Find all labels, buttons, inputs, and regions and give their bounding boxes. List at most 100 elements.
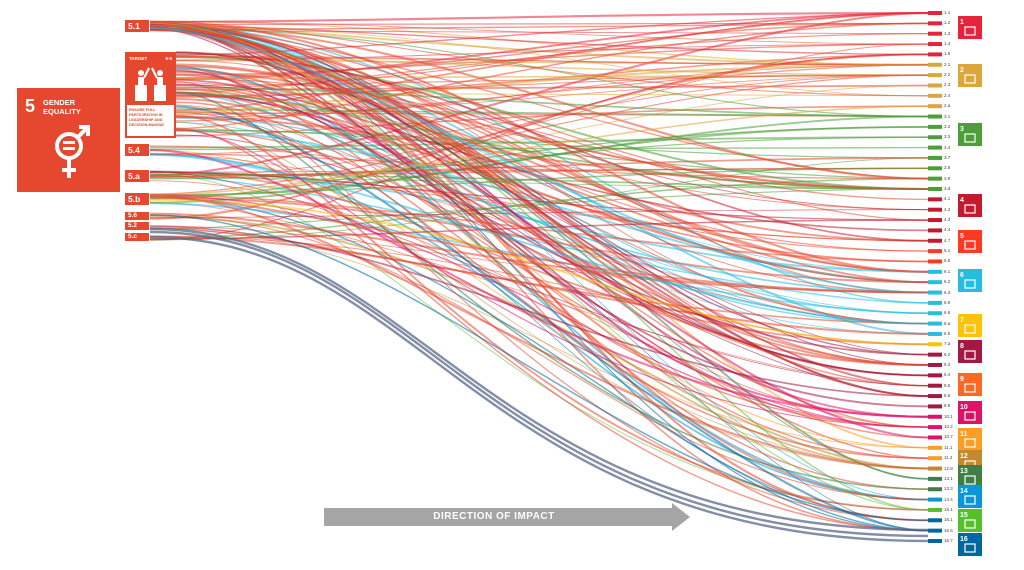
- target-5-5-card: TARGET 5-5 ENSURE FULL PARTICIPATION IN …: [125, 52, 176, 138]
- flow-line: [149, 225, 929, 397]
- destination-target-label: 6.1: [944, 268, 951, 274]
- flow-line: [175, 74, 929, 80]
- flow-line: [175, 92, 929, 532]
- flow-line: [175, 115, 929, 460]
- destination-target-label: 5.5: [944, 258, 951, 264]
- target-description: ENSURE FULL PARTICIPATION IN LEADERSHIP …: [129, 108, 165, 127]
- flow-line: [149, 219, 929, 240]
- flow-line: [149, 173, 929, 190]
- peace-justice-icon: 16: [958, 533, 982, 556]
- destination-target-label: 16.6: [944, 527, 953, 533]
- flow-line: [149, 194, 929, 470]
- destination-target-label: 14.4: [944, 496, 953, 502]
- flow-line: [175, 129, 929, 459]
- flow-line: [149, 22, 929, 26]
- destination-target-label: 6.2: [944, 279, 951, 285]
- flow-line: [175, 101, 929, 428]
- flow-line: [149, 194, 929, 428]
- destination-target-label: 13.3: [944, 486, 953, 492]
- destination-target-label: 6.6: [944, 310, 951, 316]
- svg-text:14: 14: [960, 488, 968, 495]
- flow-line: [149, 24, 929, 511]
- flow-line: [149, 22, 929, 31]
- flow-line: [175, 129, 929, 428]
- destination-bar: [928, 363, 942, 367]
- destination-bar: [928, 11, 942, 15]
- destination-bar: [928, 104, 942, 109]
- flow-line: [175, 121, 929, 469]
- goal-5-tile: 5 GENDER EQUALITY: [17, 88, 120, 192]
- destination-target-label: 4.1: [944, 196, 951, 202]
- destination-target-label: 6.b: [944, 330, 951, 336]
- flow-line: [149, 227, 929, 532]
- destination-bar: [928, 197, 942, 202]
- destination-bar: [928, 73, 942, 78]
- flow-line: [149, 235, 929, 543]
- decent-work-icon: 8: [958, 340, 982, 363]
- svg-text:12: 12: [960, 453, 968, 460]
- destination-bar: [928, 93, 942, 98]
- flow-lines: [149, 11, 929, 543]
- destination-bar: [928, 373, 942, 378]
- flow-line: [175, 12, 929, 89]
- source-target-label: 5.b: [125, 193, 149, 205]
- destination-target-label: 2.a: [944, 103, 951, 109]
- flow-line: [175, 129, 929, 159]
- climate-action-icon: 13: [958, 465, 982, 488]
- flow-line: [149, 198, 929, 346]
- goal-number: 5: [25, 96, 36, 116]
- svg-text:6: 6: [960, 272, 964, 279]
- flow-line: [149, 153, 929, 180]
- target-id: 5-5: [165, 56, 172, 61]
- good-health-icon: 3: [958, 123, 982, 146]
- destination-target-label: 3.d: [944, 186, 951, 191]
- destination-bar: [928, 31, 942, 36]
- flow-line: [149, 105, 929, 197]
- svg-text:9: 9: [960, 376, 964, 383]
- source-target-label: 5.c: [125, 233, 149, 241]
- destination-bar: [928, 135, 942, 140]
- destination-bar: [928, 311, 942, 316]
- destination-bar: [928, 476, 942, 481]
- flow-line: [149, 74, 929, 195]
- destination-bar: [928, 259, 942, 264]
- destination-target-label: 11.1: [944, 444, 953, 450]
- destination-bar: [928, 145, 942, 150]
- zero-hunger-icon: 2: [958, 64, 982, 87]
- destination-target-label: 15.1: [944, 506, 953, 512]
- flow-line: [175, 127, 929, 532]
- destination-target-label: 6.3: [944, 289, 951, 295]
- flow-line: [149, 202, 929, 315]
- flow-line: [149, 27, 929, 201]
- flow-line: [149, 11, 929, 24]
- destination-bar: [928, 394, 942, 399]
- flow-line: [149, 21, 929, 97]
- destination-target-label: 7.a: [944, 341, 951, 347]
- destination-bar: [928, 528, 942, 533]
- destination-target-label: 8.2: [944, 351, 951, 357]
- flow-line: [149, 153, 929, 325]
- destination-bar: [928, 238, 942, 243]
- destination-bar: [928, 445, 942, 450]
- destination-bar: [928, 497, 942, 502]
- destination-bar: [928, 290, 942, 295]
- flow-line: [175, 122, 929, 314]
- flow-line: [175, 80, 929, 521]
- svg-text:10: 10: [960, 404, 968, 411]
- destination-target-label: 10.1: [944, 413, 953, 419]
- destination-target-label: 10.7: [944, 434, 953, 440]
- source-target-label: 5.4: [125, 144, 149, 156]
- flow-line: [149, 22, 929, 532]
- flow-line: [149, 136, 929, 149]
- flow-line: [149, 136, 929, 180]
- destination-target-label: 1.5: [944, 51, 951, 57]
- destination-target-label: 16.1: [944, 517, 953, 523]
- destination-target-label: 8.3: [944, 362, 951, 367]
- flow-line: [149, 188, 929, 230]
- flow-line: [149, 212, 929, 294]
- flow-line: [149, 157, 929, 241]
- svg-text:16: 16: [960, 536, 968, 543]
- destination-target-label: 8.6: [944, 393, 951, 399]
- life-below-water-icon: 14: [958, 485, 982, 508]
